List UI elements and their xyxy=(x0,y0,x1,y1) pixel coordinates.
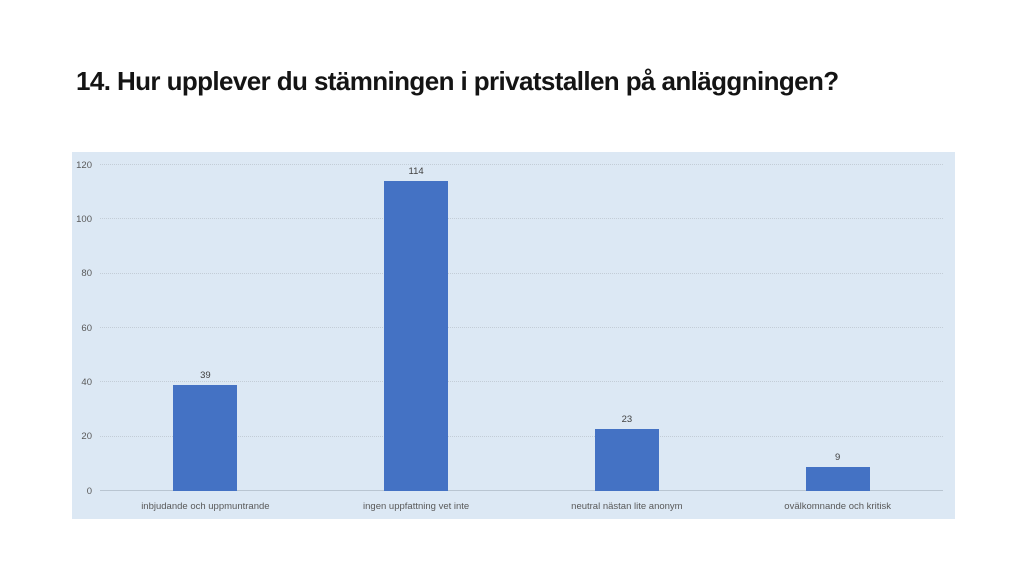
bar: 114 xyxy=(384,167,449,491)
plot-area: 0 20 40 60 80 100 120 39 inbjudande och uppmuntr… xyxy=(76,160,943,511)
category-slot: 39 inbjudande och uppmuntrande xyxy=(100,165,311,510)
bar-chart-panel: 0 20 40 60 80 100 120 39 inbjudande och uppmuntr… xyxy=(72,152,955,519)
category-slot: 23 neutral nästan lite anonym xyxy=(522,165,733,511)
bar: 39 xyxy=(173,371,238,491)
value-label: 23 xyxy=(621,413,633,425)
category-slot: 114 ingen uppfattning vet inte xyxy=(311,165,522,510)
y-tick-label: 20 xyxy=(81,430,92,442)
y-tick-label: 60 xyxy=(81,322,92,334)
bar: 23 xyxy=(594,415,659,491)
y-tick-label: 100 xyxy=(76,213,92,225)
question-title: 14. Hur upplever du stämningen i privats… xyxy=(76,66,839,96)
value-label: 39 xyxy=(200,370,211,382)
x-category-label: inbjudande och uppmuntrande xyxy=(141,500,270,512)
x-category-label: ovälkomnande och kritisk xyxy=(784,500,891,512)
y-tick-label: 120 xyxy=(76,159,92,171)
x-category-label: neutral nästan lite anonym xyxy=(571,500,683,512)
y-tick-label: 40 xyxy=(81,376,92,388)
value-label: 114 xyxy=(408,166,424,178)
value-label: 9 xyxy=(834,451,841,463)
bar: 9 xyxy=(805,453,870,491)
y-tick-label: 0 xyxy=(86,485,92,497)
x-category-label: ingen uppfattning vet inte xyxy=(363,500,470,512)
category-slot: 9 ovälkomnande och kritisk xyxy=(732,165,943,511)
y-tick-label: 80 xyxy=(81,267,92,279)
